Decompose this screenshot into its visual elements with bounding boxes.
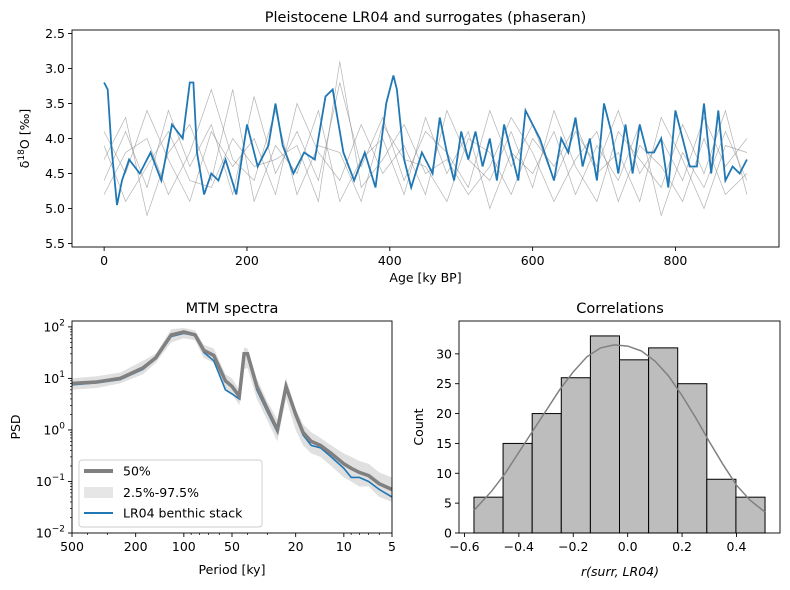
x-tick-label: 400 [378,253,402,268]
histogram-xlabel: r(surr, LR04) [581,564,659,579]
histogram-bar [706,478,737,534]
legend-label-median: 50% [123,464,151,479]
surrogate-line [103,82,748,196]
x-tick-label: 200 [124,539,148,554]
x-tick-label: 0.2 [672,539,692,554]
timeseries-title: Pleistocene LR04 and surrogates (phasera… [265,10,586,26]
y-tick-label: 3.0 [45,61,65,76]
spectra-legend: 50% 2.5%-97.5% LR04 benthic stack [78,459,263,528]
confidence-band [72,328,392,502]
y-tick-label: 4.5 [45,166,65,181]
x-tick-label: 20 [288,539,304,554]
y-tick-label: 10−1 [36,473,65,489]
x-tick-label: 200 [235,253,259,268]
y-tick-label: 101 [43,370,65,386]
legend-swatch-band [84,487,113,498]
y-tick-label: 20 [436,406,452,421]
median-spectrum-line [71,330,393,492]
y-tick-label: 10 [436,466,452,481]
spectra-plot-area [71,328,393,502]
spectra-title: MTM spectra [186,301,279,317]
timeseries-ylabel-rest: O [‰] [17,109,32,149]
histogram-x-ticks: −0.6 −0.4 −0.2 0.0 0.2 0.4 [449,533,746,554]
surrogate-line [103,61,748,203]
legend-label-lr04: LR04 benthic stack [123,506,243,521]
x-tick-label: −0.6 [449,539,479,554]
x-tick-label: 10 [336,539,352,554]
x-tick-label: 0.0 [618,539,638,554]
x-tick-label: 0 [100,253,108,268]
y-tick-label: 10−2 [36,525,65,541]
kde-curve [473,344,766,513]
y-tick-label: 100 [43,421,65,437]
histogram-bar [677,383,708,534]
x-tick-label: 600 [521,253,545,268]
spectra-y-ticks: 10−2 10−1 100 101 102 [36,318,72,541]
timeseries-y-ticks: 2.5 3.0 3.5 4.0 4.5 5.0 5.5 [45,26,72,251]
histogram-bar [735,496,766,534]
y-tick-label: 15 [436,436,452,451]
histogram-y-ticks: 0 5 10 15 20 25 30 [436,346,459,541]
histogram-bar [560,377,591,534]
y-tick-label: 4.0 [45,131,65,146]
timeseries-x-ticks: 0 200 400 600 800 [100,247,687,268]
legend-frame [78,459,263,528]
x-tick-label: 500 [60,539,84,554]
x-tick-label: −0.4 [504,539,534,554]
spectra-ylabel: PSD [8,414,23,439]
x-tick-label: 100 [172,539,196,554]
histogram-ylabel: Count [411,408,426,445]
y-tick-label: 30 [436,346,452,361]
timeseries-ylabel: δ18O [‰] [17,109,32,168]
histogram-plot-area [473,335,766,534]
y-tick-label: 5.5 [45,236,65,251]
x-tick-label: −0.2 [558,539,588,554]
spectra-xlabel: Period [ky] [199,562,266,577]
histogram-bar [502,442,533,534]
x-tick-label: 0.4 [727,539,747,554]
y-tick-label: 3.5 [45,96,65,111]
histogram-bar [619,359,650,534]
histogram-frame [458,320,781,534]
lr04-line [103,75,748,206]
histogram-bar [531,413,562,534]
histogram-title: Correlations [576,301,664,317]
y-tick-label: 102 [43,318,65,334]
spectra-panel: MTM spectra 500 200 100 50 20 10 5 10−2 10−1 100… [8,301,396,577]
histogram-bar [648,347,679,534]
histogram-bar [473,496,504,534]
y-tick-label: 5.0 [45,201,65,216]
timeseries-plot-area [103,61,748,217]
surrogate-line [103,88,748,210]
timeseries-ylabel-sup: 18 [17,149,27,161]
histogram-panel: Correlations −0.6 −0.4 −0.2 0.0 0.2 0.4 0 5 10 1… [411,301,781,579]
x-tick-label: 800 [664,253,688,268]
spectra-x-ticks: 500 200 100 50 20 10 5 [60,533,396,554]
surrogate-line [103,102,748,203]
y-tick-label: 25 [436,376,452,391]
y-tick-label: 2.5 [45,26,65,41]
legend-label-band: 2.5%-97.5% [123,485,199,500]
y-tick-label: 5 [444,496,452,511]
histogram-bar [589,335,621,534]
timeseries-ylabel-delta: δ [17,161,32,169]
x-tick-label: 5 [388,539,396,554]
y-tick-label: 0 [444,526,452,541]
x-tick-label: 50 [224,539,240,554]
timeseries-xlabel: Age [ky BP] [389,270,461,285]
timeseries-panel: Pleistocene LR04 and surrogates (phasera… [17,10,780,285]
